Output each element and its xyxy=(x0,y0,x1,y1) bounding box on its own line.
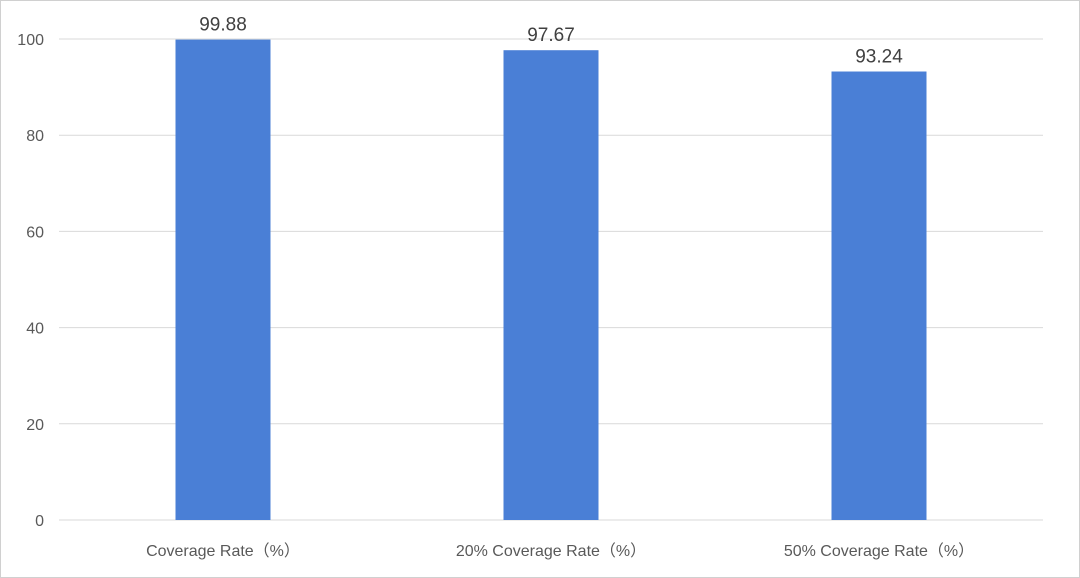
y-tick-label: 0 xyxy=(35,513,44,530)
y-axis-ticks: 0 20 40 60 80 100 xyxy=(17,32,44,530)
data-label: 99.88 xyxy=(199,15,247,36)
data-label: 97.67 xyxy=(527,25,575,46)
y-tick-label: 100 xyxy=(17,32,44,49)
data-labels: 99.88 97.67 93.24 xyxy=(199,15,903,68)
category-label: Coverage Rate（%） xyxy=(146,542,300,560)
y-tick-label: 40 xyxy=(26,321,44,338)
x-axis-categories: Coverage Rate（%） 20% Coverage Rate（%） 50% … xyxy=(146,542,974,560)
bar xyxy=(175,39,271,520)
y-tick-label: 80 xyxy=(26,128,44,145)
y-tick-label: 60 xyxy=(26,224,44,241)
bar xyxy=(503,50,599,520)
bar xyxy=(831,71,927,521)
data-label: 93.24 xyxy=(855,47,903,68)
category-label: 50% Coverage Rate（%） xyxy=(784,542,974,560)
y-tick-label: 20 xyxy=(26,417,44,434)
bars xyxy=(175,39,927,521)
category-label: 20% Coverage Rate（%） xyxy=(456,542,646,560)
